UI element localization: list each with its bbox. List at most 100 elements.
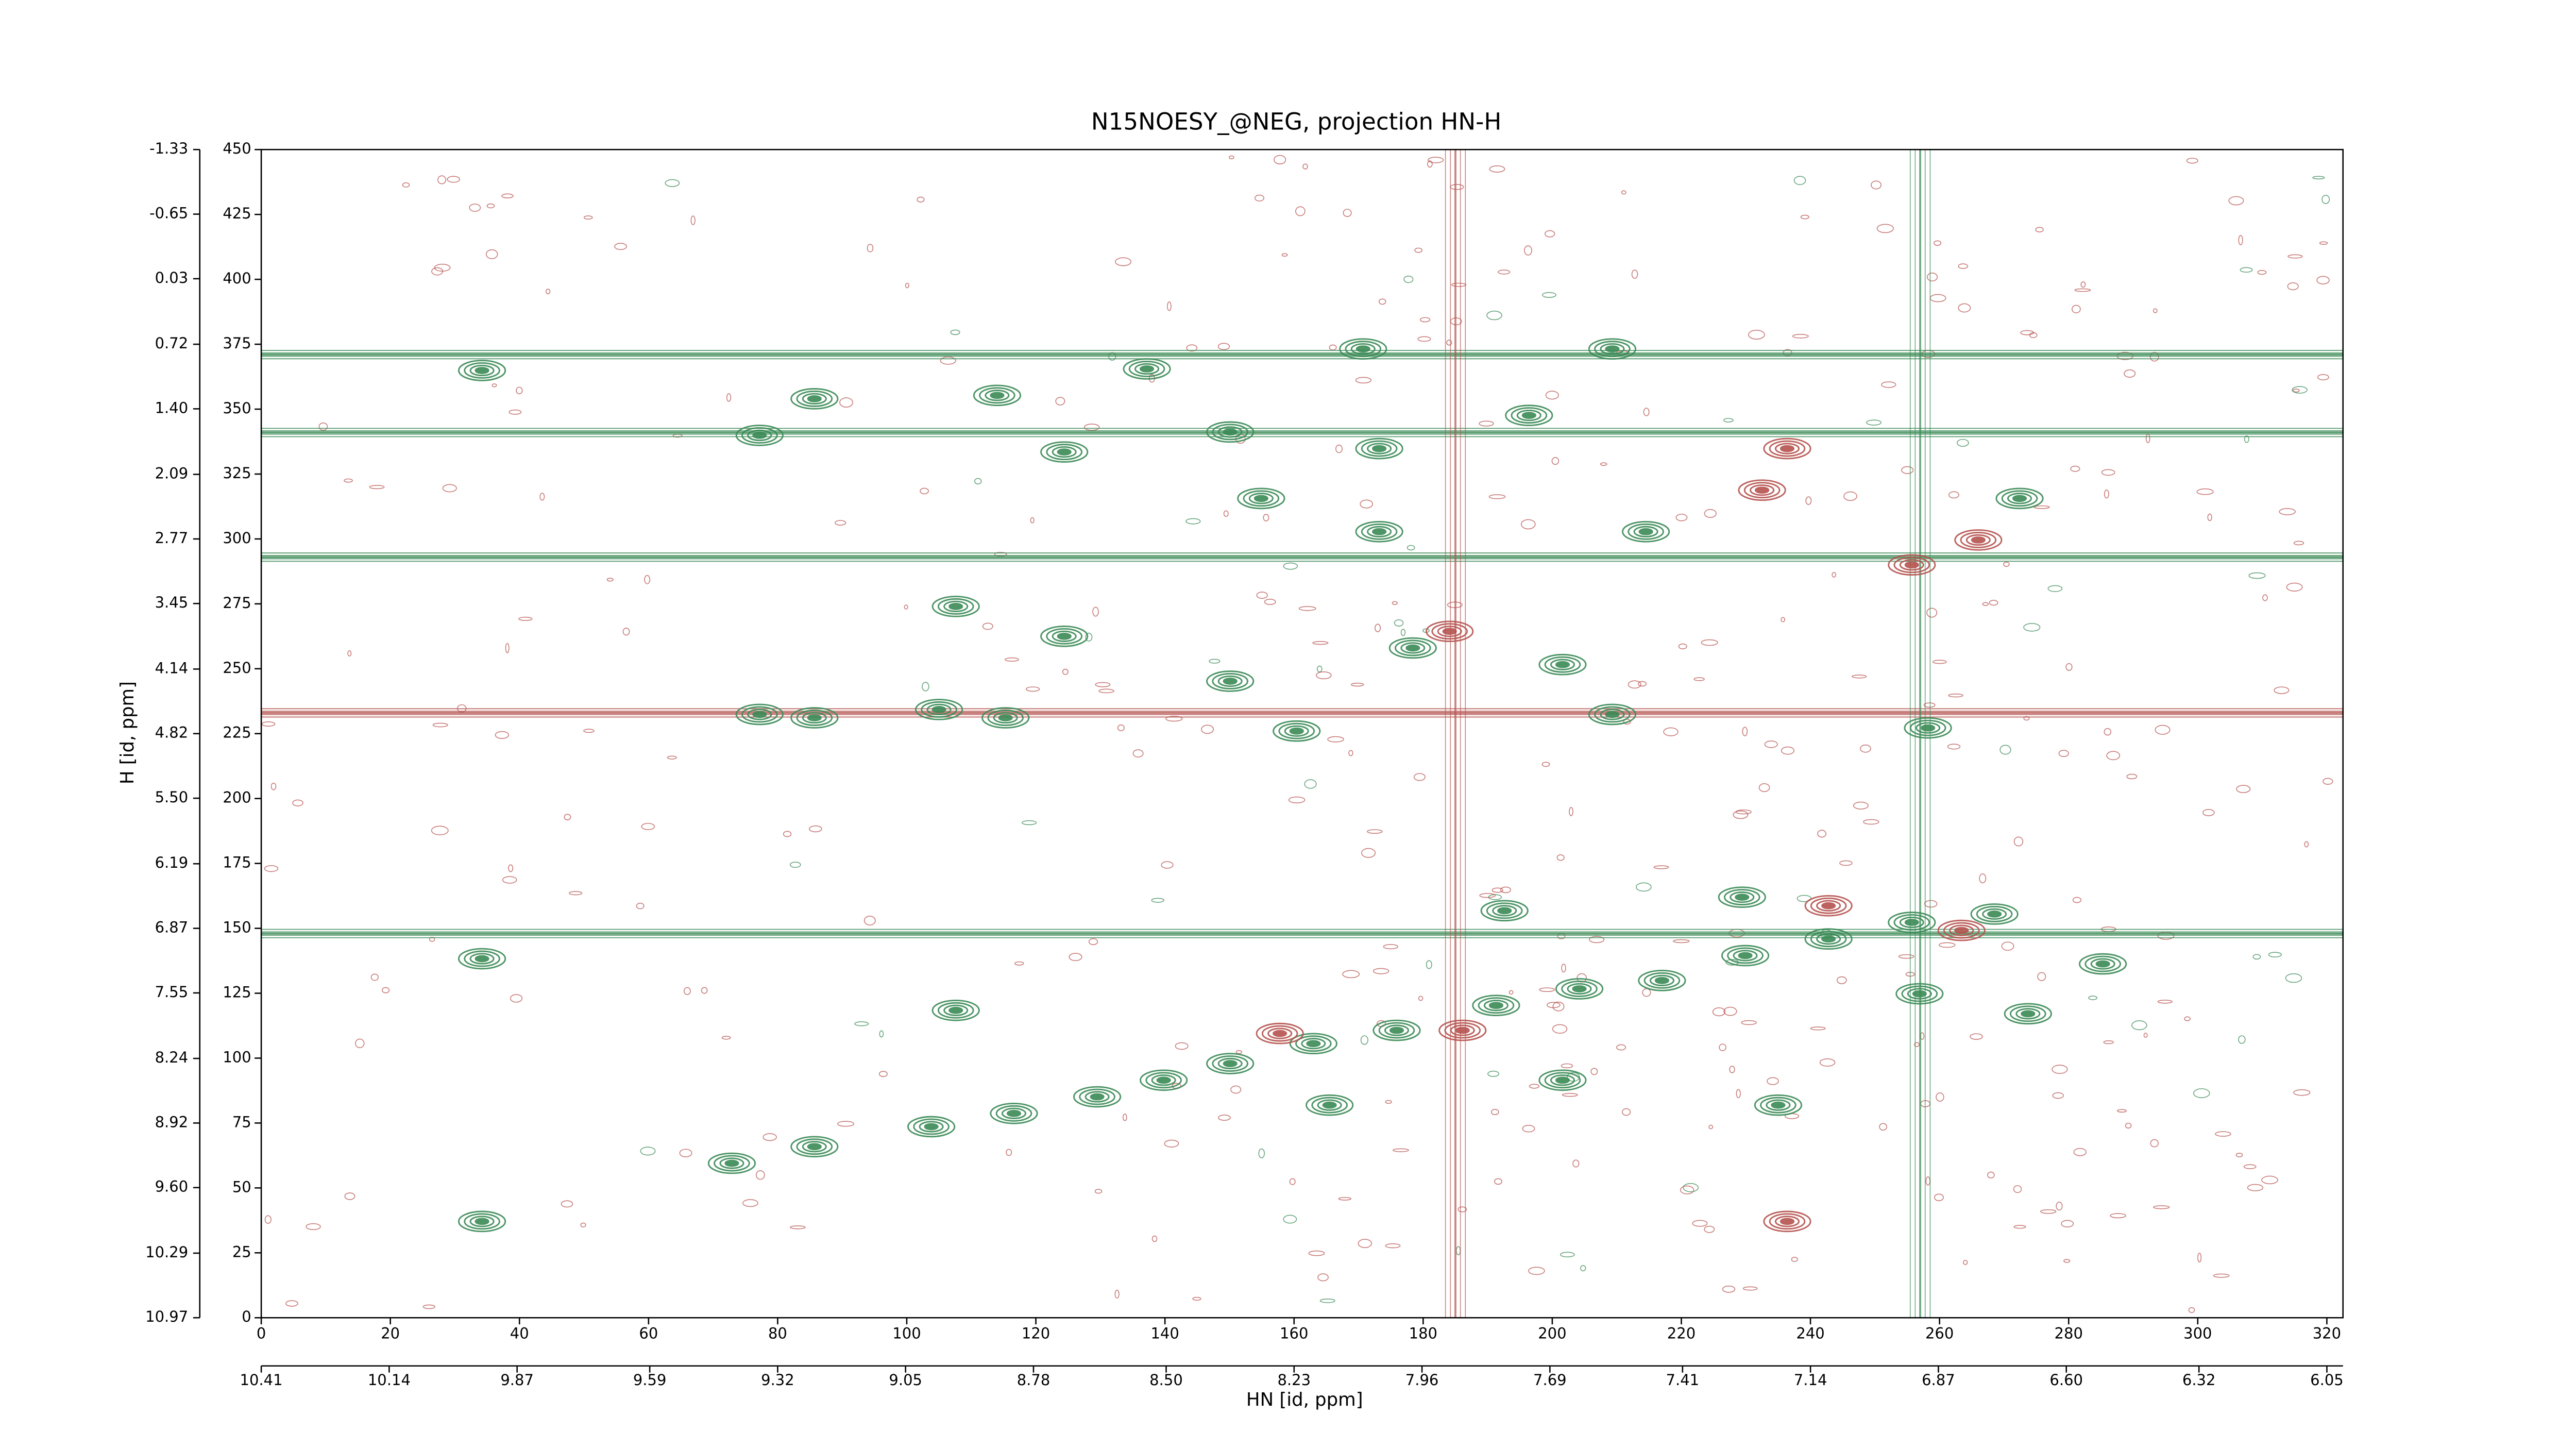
peak-contour xyxy=(1633,526,1658,537)
peak-contour xyxy=(457,360,506,381)
noise-contour xyxy=(1400,629,1406,636)
x2-tick-label: 9.59 xyxy=(633,1371,667,1389)
noise-contour xyxy=(1167,301,1172,311)
peak-contour xyxy=(1888,554,1936,576)
noise-contour xyxy=(1673,939,1690,943)
peak-contour xyxy=(807,714,822,721)
noise-contour xyxy=(1417,336,1431,342)
noise-contour xyxy=(1006,1149,1012,1156)
peak-contour xyxy=(474,367,489,374)
peak-contour xyxy=(1594,341,1631,358)
peak-contour xyxy=(1730,891,1755,903)
peak-contour xyxy=(2004,1003,2052,1025)
peak-contour xyxy=(1649,974,1674,986)
peak-contour xyxy=(919,1121,944,1133)
peak-contour xyxy=(735,425,784,446)
noise-contour xyxy=(1392,1148,1409,1152)
y-tick-label: 275 xyxy=(223,594,251,612)
noise-contour xyxy=(1255,194,1265,202)
peak-contour xyxy=(1995,487,2044,510)
noise-contour xyxy=(2236,785,2251,794)
peak-contour xyxy=(796,390,833,407)
noise-contour xyxy=(509,409,522,415)
noise-contour xyxy=(1767,1077,1779,1085)
noise-contour xyxy=(1524,245,1532,256)
noise-contour xyxy=(344,478,353,483)
peak-contour xyxy=(1735,894,1750,901)
noise-contour xyxy=(1539,987,1555,992)
peak-contour xyxy=(802,712,827,724)
peak-contour xyxy=(1521,412,1536,419)
noise-contour xyxy=(1338,1197,1352,1201)
noise-contour xyxy=(2193,1088,2210,1099)
peak-contour xyxy=(981,707,1030,729)
noise-contour xyxy=(1628,680,1641,689)
peak-contour xyxy=(1206,421,1255,443)
noise-contour xyxy=(2197,1252,2202,1263)
noise-contour xyxy=(1781,746,1795,755)
peak-contour xyxy=(724,1159,739,1167)
noise-contour xyxy=(1742,727,1748,736)
noise-contour xyxy=(1218,1115,1231,1121)
noise-contour xyxy=(2321,195,2330,204)
peak-contour xyxy=(926,703,952,716)
noise-contour xyxy=(809,825,822,833)
peak-contour xyxy=(2021,1010,2036,1018)
noise-contour xyxy=(2023,623,2041,632)
peak-contour xyxy=(1289,727,1304,735)
noise-contour xyxy=(2065,663,2073,671)
noise-contour xyxy=(1489,165,1505,173)
peak-contour xyxy=(1638,970,1686,991)
x-tick-label: 280 xyxy=(2055,1324,2083,1342)
peak-contour xyxy=(1361,523,1398,540)
y2-tick-label: 4.14 xyxy=(155,659,189,677)
noise-contour xyxy=(640,1147,656,1156)
peak-contour xyxy=(979,387,1015,404)
peak-contour xyxy=(1572,985,1587,992)
x2-tick-label: 6.32 xyxy=(2182,1371,2216,1389)
peak-contour xyxy=(1516,409,1541,422)
noise-contour xyxy=(867,244,874,252)
noise-contour xyxy=(2293,541,2304,546)
noise-contour xyxy=(1663,727,1679,736)
noise-contour xyxy=(1509,990,1514,995)
y2-tick-label: 0.72 xyxy=(155,334,189,352)
noise-contour xyxy=(2238,235,2243,245)
y-tick-label: 200 xyxy=(223,789,251,806)
noise-contour xyxy=(447,176,460,183)
peak-contour xyxy=(1438,1019,1487,1041)
noise-contour xyxy=(546,289,551,294)
noise-contour xyxy=(1486,310,1502,321)
x-tick-label: 220 xyxy=(1667,1324,1696,1342)
noise-contour xyxy=(505,643,510,653)
noise-contour xyxy=(1414,247,1423,253)
noise-contour xyxy=(1263,514,1269,521)
y-tick-label: 0 xyxy=(242,1308,251,1325)
peak-contour xyxy=(796,1138,833,1155)
x-axis-title: HN [id, ppm] xyxy=(1246,1389,1363,1410)
noise-contour xyxy=(2268,952,2282,957)
y-tick-label: 400 xyxy=(223,269,251,287)
y-tick-label: 250 xyxy=(223,659,251,677)
noise-contour xyxy=(1165,716,1183,722)
noise-contour xyxy=(1479,893,1496,898)
peak-contour xyxy=(1600,343,1625,355)
peak-contour xyxy=(1954,529,2003,551)
peak-contour xyxy=(1965,534,1991,546)
x-tick-label: 180 xyxy=(1409,1324,1437,1342)
noise-contour xyxy=(2073,1148,2087,1156)
x-tick-label: 260 xyxy=(1925,1324,1954,1342)
noise-contour xyxy=(1948,693,1963,698)
peak-contour xyxy=(1492,905,1517,917)
noise-contour xyxy=(2153,1205,2170,1209)
noise-contour xyxy=(920,487,929,495)
y-axis-title: H [id, ppm] xyxy=(117,681,138,784)
noise-contour xyxy=(922,682,929,692)
peak-contour xyxy=(1006,1109,1022,1117)
peak-contour xyxy=(1223,678,1238,685)
noise-contour xyxy=(1957,439,1969,447)
noise-contour xyxy=(1860,744,1871,753)
noise-contour xyxy=(1722,1285,1736,1293)
noise-contour xyxy=(1708,1124,1714,1130)
peak-contour xyxy=(1405,644,1420,652)
